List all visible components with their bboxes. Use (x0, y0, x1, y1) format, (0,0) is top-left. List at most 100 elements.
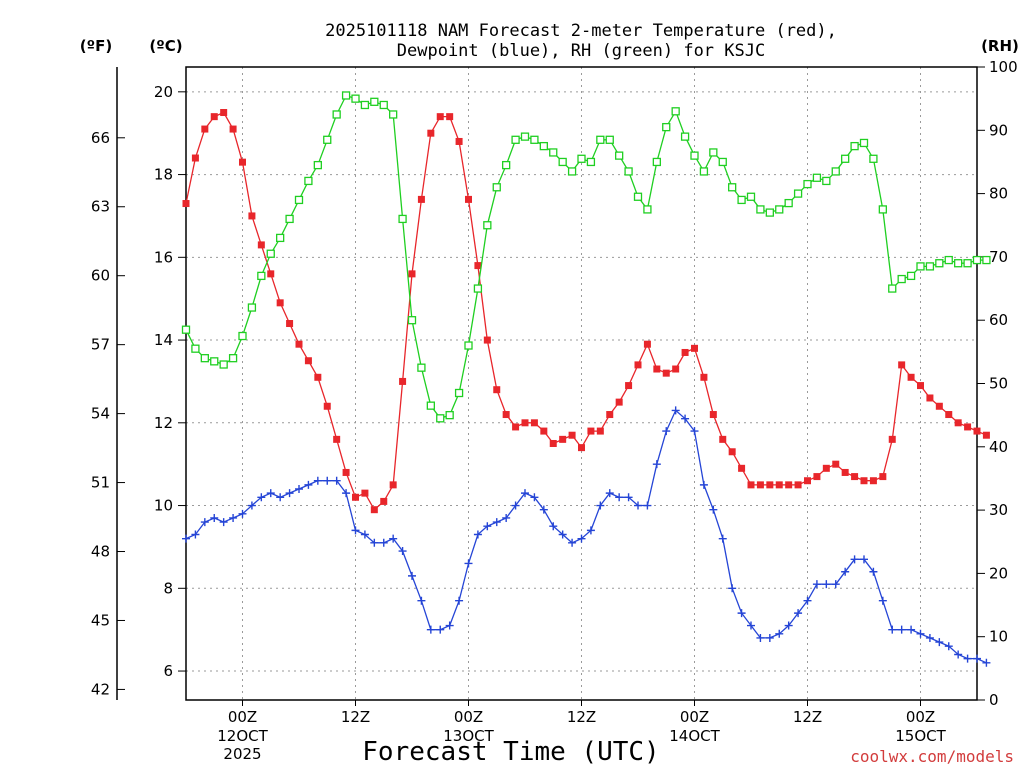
rh-point (360, 100, 370, 110)
dewpoint-point (445, 621, 454, 630)
rh-point (473, 284, 483, 293)
x-tick-sublabel: 14OCT (669, 727, 720, 745)
dewpoint-point (803, 596, 812, 605)
rh-point (530, 135, 539, 144)
temperature-point (926, 394, 934, 402)
dewpoint-point (756, 633, 765, 642)
dewpoint-point (690, 427, 699, 436)
temperature-point (465, 195, 472, 203)
dewpoint-point (935, 638, 944, 647)
x-tick-sublabel: 2025 (223, 745, 261, 763)
dewpoint-point (408, 571, 416, 580)
rh-point (398, 214, 407, 224)
rh-point (643, 205, 652, 214)
rh-point (869, 154, 878, 163)
rh-point (822, 176, 831, 186)
temperature-point (804, 477, 811, 485)
rh-point (445, 410, 454, 420)
temperature-point (417, 195, 425, 203)
temperature-point (267, 270, 275, 278)
rh-point (897, 274, 906, 284)
temperature-point (436, 113, 444, 121)
dewpoint-point (624, 493, 633, 502)
dewpoint-point (869, 567, 878, 576)
temperature-point (229, 125, 237, 133)
x-tick-sublabel: 15OCT (895, 727, 946, 745)
title-line-1: 2025101118 NAM Forecast 2-meter Temperat… (325, 21, 837, 41)
temperature-point (502, 411, 510, 419)
rh-point (454, 388, 464, 398)
temperature-point (304, 357, 312, 365)
temperature-point (239, 158, 246, 166)
temperature-point (851, 473, 859, 481)
rh-point (850, 141, 859, 151)
fahrenheit-tick-label: 51 (91, 474, 110, 492)
temperature-point (596, 427, 604, 435)
dewpoint-point (342, 489, 351, 498)
dewpoint-point (878, 596, 887, 605)
celsius-tick-label: 16 (154, 248, 173, 266)
fahrenheit-tick-label: 45 (91, 611, 110, 629)
dewpoint-point (765, 633, 774, 642)
dewpoint-point (775, 629, 784, 638)
temperature-point (483, 336, 491, 344)
rh-point (483, 221, 492, 230)
rh-point (954, 259, 963, 268)
rh-point (878, 205, 887, 214)
temperature-point (578, 444, 585, 452)
dewpoint-point (210, 513, 219, 522)
rh-point (407, 316, 417, 325)
temperature-point (286, 320, 294, 328)
temperature-point (493, 386, 501, 394)
temperature-point (201, 125, 209, 133)
temperature-point (248, 212, 256, 220)
dewpoint-point (982, 658, 991, 667)
dewpoint-point (709, 505, 718, 514)
dewpoint-point (426, 625, 435, 634)
rh-point (944, 255, 953, 265)
rh-point (332, 110, 341, 119)
dewpoint-point (822, 580, 831, 589)
rh-point (671, 107, 680, 116)
rh-point (831, 167, 840, 176)
temperature-point (370, 506, 378, 514)
x-axis-label: Forecast Time (UTC) (362, 737, 659, 767)
temperature-point (653, 365, 661, 373)
dewpoint-point (794, 609, 803, 618)
dewpoint-point (379, 538, 388, 547)
dewpoint-point (191, 530, 200, 539)
temperature-point (276, 299, 284, 307)
temperature-point (973, 427, 981, 435)
temperature-point (775, 481, 783, 489)
dewpoint-point (568, 538, 577, 547)
temperature-point (333, 435, 341, 443)
celsius-unit-label: (ºC) (149, 37, 182, 55)
temperature-point (512, 423, 520, 431)
rh-point (652, 157, 661, 167)
dewpoint-point (436, 625, 445, 634)
rh-point (210, 357, 219, 366)
temperature-point (766, 481, 774, 489)
rh-point (982, 255, 991, 265)
dewpoint-point (558, 530, 567, 539)
rh-point (285, 214, 294, 224)
rh-point (464, 341, 473, 350)
dewpoint-point (323, 476, 332, 485)
dewpoint-point (662, 427, 671, 436)
rh-point (737, 195, 746, 205)
temperature-point (964, 423, 972, 431)
dewpoint-point (389, 534, 398, 543)
temperature-point (314, 373, 322, 381)
rh-point (916, 262, 925, 271)
fahrenheit-tick-label: 42 (91, 680, 110, 698)
rh-point (558, 157, 567, 167)
temperature-point (521, 419, 529, 427)
temperature-point (662, 369, 670, 377)
temperature-point (719, 435, 727, 443)
rh-point (784, 198, 793, 208)
temperature-point (794, 481, 802, 489)
celsius-tick-label: 12 (154, 414, 173, 432)
celsius-tick-label: 20 (154, 83, 173, 101)
dewpoint-point (907, 625, 916, 634)
rh-tick-label: 80 (989, 185, 1008, 203)
